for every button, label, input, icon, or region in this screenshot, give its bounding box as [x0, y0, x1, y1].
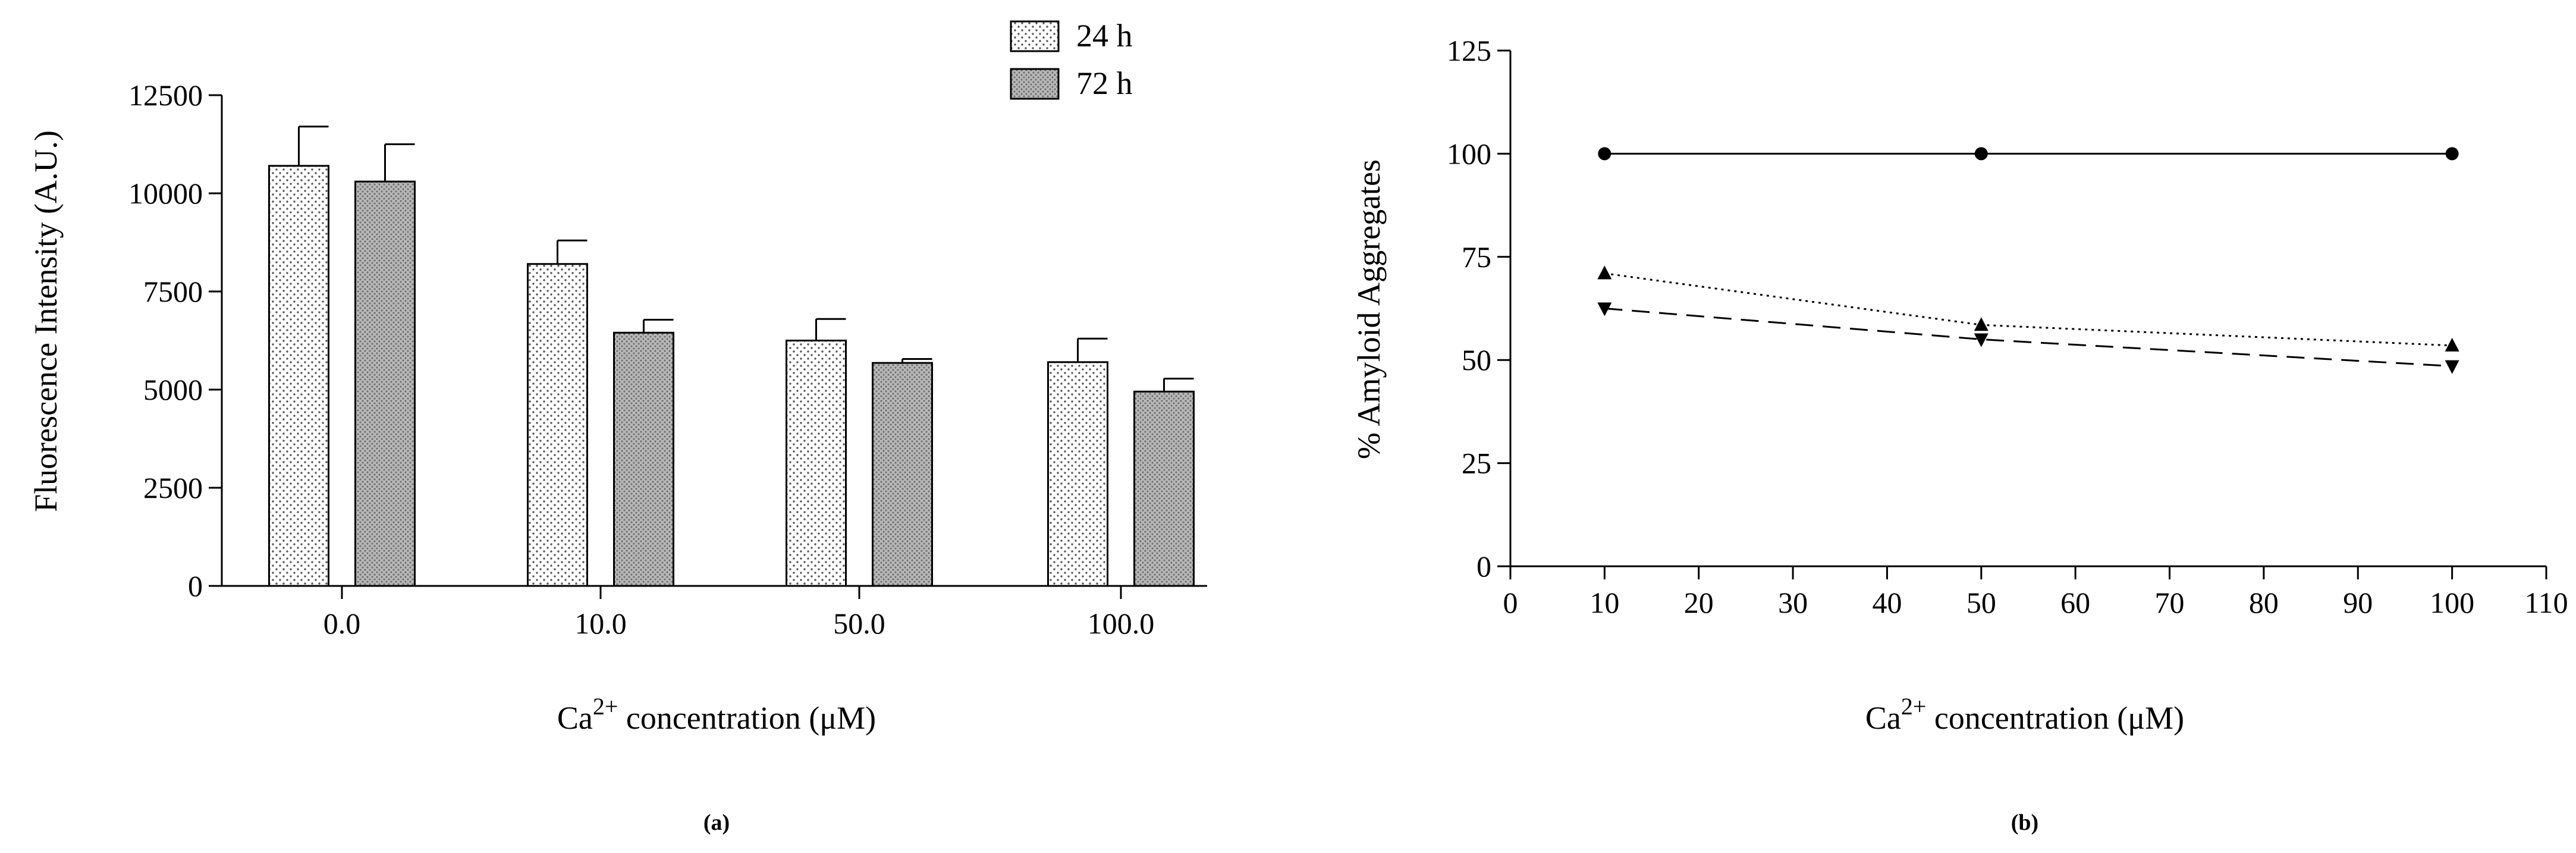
- bar-chart-x-axis-label: Ca2+ concentration (μM): [557, 693, 876, 736]
- x-label-base: Ca: [1865, 700, 1901, 736]
- x-tick-label: 0: [1503, 586, 1518, 619]
- bar-chart-legend: 24 h 72 h: [1010, 18, 1133, 101]
- x-tick-label: 100.0: [1088, 607, 1155, 640]
- y-tick-label: 10000: [128, 177, 203, 210]
- x-tick-label: 80: [2249, 586, 2279, 619]
- panel-label-b: (b): [2011, 810, 2038, 835]
- bar-chart-bars: [268, 126, 1195, 587]
- y-tick-label: 100: [1447, 137, 1491, 170]
- point-triangle-up: [1597, 265, 1612, 280]
- bar-chart-y-axis-label: Fluorescence Intensity (A.U.): [28, 130, 64, 512]
- y-tick-label: 75: [1462, 240, 1491, 274]
- bar: [1133, 390, 1195, 587]
- point-circle: [1974, 147, 1988, 161]
- x-tick-label: 100: [2430, 586, 2474, 619]
- bar-chart-y-ticks: 0 2500 5000 7500 10000 12500: [128, 79, 222, 603]
- x-tick-label: 60: [2060, 586, 2090, 619]
- y-tick-label: 2500: [143, 471, 203, 504]
- legend-label-24h: 24 h: [1076, 18, 1133, 54]
- line-chart-y-axis-label: % Amyloid Aggregates: [1351, 159, 1387, 459]
- bar: [872, 362, 933, 587]
- bar: [354, 180, 416, 587]
- x-tick-label: 50.0: [833, 607, 885, 640]
- line-chart-x-ticks: 0 10 20 30 40 50 60 70 80 90 100 110: [1503, 566, 2568, 619]
- y-tick-label: 50: [1462, 343, 1491, 377]
- x-label-superscript: 2+: [1901, 693, 1927, 720]
- line-chart-x-axis-label: Ca2+ concentration (μM): [1865, 693, 2184, 736]
- x-tick-label: 110: [2524, 586, 2568, 619]
- bar-chart-panel: 0 2500 5000 7500 10000 12500 0.0 10.0 50.0 100.0…: [28, 18, 1207, 835]
- panel-label-a: (a): [703, 810, 730, 835]
- point-circle: [1598, 147, 1611, 161]
- legend-swatch-24h: [1010, 20, 1060, 52]
- line-chart-y-ticks: 0 25 50 75 100 125: [1447, 34, 1510, 583]
- x-tick-label: 20: [1684, 586, 1714, 619]
- bar: [786, 340, 847, 587]
- bar: [268, 165, 329, 587]
- x-label-superscript: 2+: [593, 693, 618, 720]
- y-tick-label: 5000: [143, 373, 203, 406]
- point-triangle-down: [1974, 333, 1988, 347]
- y-tick-label: 7500: [143, 275, 203, 308]
- bar-chart-x-ticks: 0.0 10.0 50.0 100.0: [323, 586, 1155, 640]
- x-tick-label: 10.0: [574, 607, 627, 640]
- y-tick-label: 12500: [128, 79, 203, 112]
- y-tick-label: 125: [1447, 34, 1491, 67]
- x-label-rest: concentration (μM): [1926, 700, 2184, 736]
- y-tick-label: 0: [188, 569, 203, 603]
- legend-swatch-72h: [1010, 68, 1060, 100]
- bar: [613, 331, 674, 587]
- point-triangle-down: [1597, 302, 1612, 316]
- bar: [527, 263, 588, 587]
- x-tick-label: 90: [2343, 586, 2373, 619]
- point-circle: [2445, 147, 2459, 161]
- x-tick-label: 50: [1966, 586, 1996, 619]
- x-tick-label: 40: [1872, 586, 1902, 619]
- x-tick-label: 70: [2155, 586, 2185, 619]
- x-tick-label: 0.0: [323, 607, 361, 640]
- y-tick-label: 0: [1477, 550, 1491, 583]
- point-triangle-down: [2445, 360, 2459, 374]
- y-tick-label: 25: [1462, 447, 1491, 480]
- x-tick-label: 30: [1778, 586, 1808, 619]
- bar: [1047, 361, 1108, 587]
- series-line-triangle-down: [1604, 308, 2452, 368]
- point-triangle-up: [2445, 337, 2459, 352]
- legend-label-72h: 72 h: [1076, 65, 1133, 101]
- x-tick-label: 10: [1589, 586, 1619, 619]
- x-label-base: Ca: [557, 700, 593, 736]
- series-line-triangle-up: [1604, 272, 2452, 347]
- line-chart-series: [1597, 147, 2459, 374]
- point-triangle-up: [1974, 317, 1988, 331]
- x-label-rest: concentration (μM): [618, 700, 876, 736]
